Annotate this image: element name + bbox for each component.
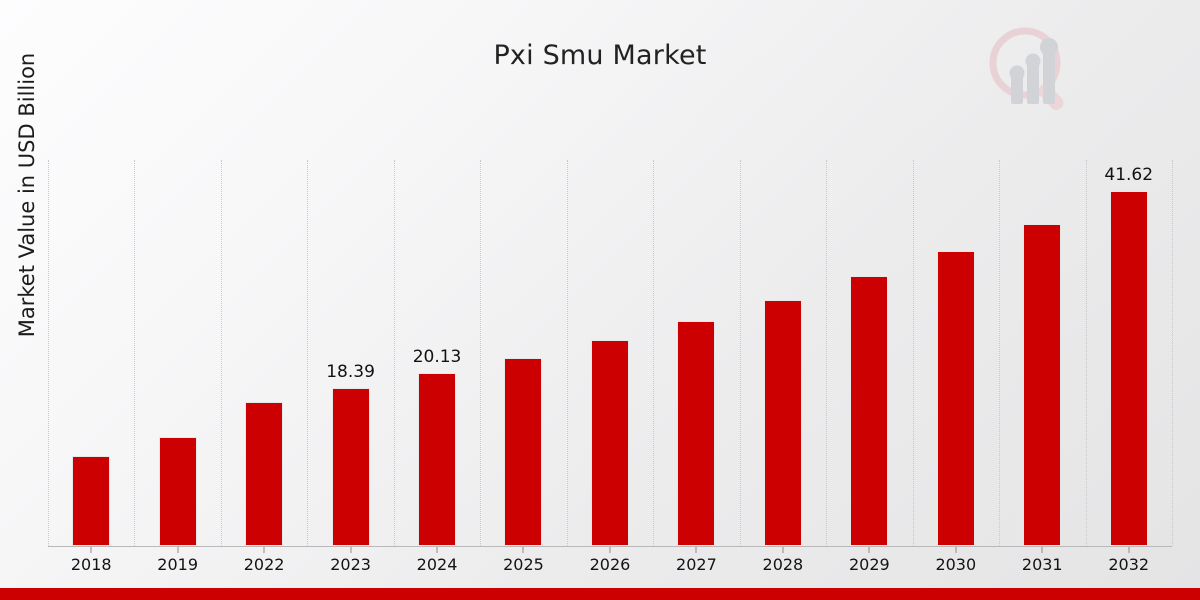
- x-axis-tick-label: 2029: [848, 555, 890, 574]
- gridline: [826, 160, 828, 546]
- x-axis-tick: [1041, 546, 1043, 553]
- bar-group: 20.13 2024: [394, 160, 480, 574]
- bar-group: 2022: [221, 160, 307, 574]
- x-axis-line: [48, 546, 1172, 547]
- bar-group: 18.39 2023: [307, 160, 393, 574]
- gridline: [566, 160, 568, 546]
- bar-value-label: 41.62: [1104, 164, 1154, 185]
- gridline: [48, 160, 49, 546]
- bar[interactable]: [1023, 223, 1062, 546]
- x-axis-tick-label: 2026: [589, 555, 631, 574]
- bar-group: 2018: [48, 160, 134, 574]
- bar-group: 2026: [567, 160, 653, 574]
- bar[interactable]: [245, 401, 284, 546]
- x-axis-tick: [436, 546, 438, 553]
- bar[interactable]: [763, 299, 802, 546]
- x-axis-tick: [90, 546, 92, 553]
- bar-group: 2019: [134, 160, 220, 574]
- gridline: [307, 160, 309, 546]
- gridline: [1172, 160, 1173, 546]
- bar-group: 2031: [999, 160, 1085, 574]
- bar-group: 2028: [740, 160, 826, 574]
- bar[interactable]: [590, 339, 629, 546]
- bar[interactable]: [677, 320, 716, 546]
- gridline: [999, 160, 1001, 546]
- x-axis-tick: [350, 546, 352, 553]
- bar[interactable]: [158, 436, 197, 546]
- bar[interactable]: [504, 357, 543, 546]
- bar[interactable]: [418, 373, 457, 546]
- x-axis-tick-label: 2032: [1108, 555, 1150, 574]
- x-axis-tick-label: 2031: [1021, 555, 1063, 574]
- bar-group: 2030: [913, 160, 999, 574]
- x-axis-tick-label: 2025: [503, 555, 544, 574]
- x-axis-tick-label: 2022: [243, 555, 285, 574]
- bar[interactable]: [331, 388, 370, 546]
- x-axis-tick: [1128, 546, 1130, 553]
- market-research-magnifier-logo: [978, 18, 1082, 122]
- bar[interactable]: [850, 275, 889, 546]
- gridline: [739, 160, 741, 546]
- bar[interactable]: [936, 250, 975, 546]
- gridline: [220, 160, 222, 546]
- gridline: [393, 160, 395, 546]
- plot-area: 2018 2019 2022 18.39 2023 20.13 2024 2025 2026 20…: [48, 160, 1173, 574]
- bar-value-label: 20.13: [412, 347, 462, 368]
- bar-group: 2029: [826, 160, 912, 574]
- bar-group: 2025: [480, 160, 566, 574]
- x-axis-tick: [695, 546, 697, 553]
- bar[interactable]: [1109, 190, 1148, 546]
- gridline: [480, 160, 482, 546]
- x-axis-tick-label: 2027: [676, 555, 717, 574]
- gridline: [134, 160, 136, 546]
- page-title: Pxi Smu Market: [493, 40, 707, 71]
- x-axis-tick-label: 2024: [416, 555, 458, 574]
- x-axis-tick-label: 2030: [935, 555, 977, 574]
- gridline: [653, 160, 655, 546]
- x-axis-tick: [955, 546, 957, 553]
- y-axis-title: Market Value in USD Billion: [15, 52, 39, 338]
- x-axis-tick-label: 2023: [330, 555, 371, 574]
- x-axis-tick: [868, 546, 870, 553]
- gridline: [1085, 160, 1087, 546]
- x-axis-tick: [782, 546, 784, 553]
- x-axis-tick: [263, 546, 265, 553]
- footer-accent-band: [0, 588, 1200, 600]
- x-axis-tick-label: 2028: [762, 555, 804, 574]
- x-axis-tick-label: 2019: [157, 555, 198, 574]
- x-axis-tick-label: 2018: [70, 555, 112, 574]
- x-axis-tick: [522, 546, 524, 553]
- bar-group: 2027: [653, 160, 739, 574]
- x-axis-tick: [609, 546, 611, 553]
- gridline: [912, 160, 914, 546]
- bar[interactable]: [72, 455, 111, 546]
- bar-group: 41.62 2032: [1086, 160, 1172, 574]
- bar-value-label: 18.39: [326, 362, 375, 382]
- x-axis-tick: [177, 546, 179, 553]
